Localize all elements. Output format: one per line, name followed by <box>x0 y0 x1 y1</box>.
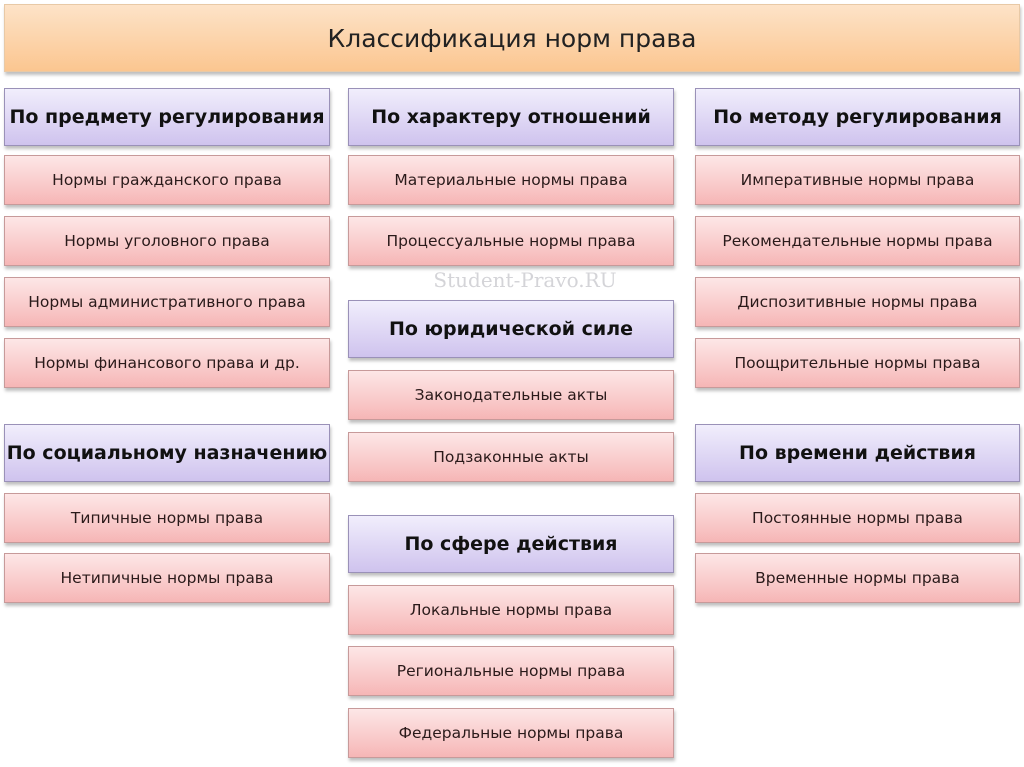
group-header-legal-force: По юридической силе <box>348 300 674 358</box>
group-item: Поощрительные нормы права <box>695 338 1020 388</box>
group-item: Постоянные нормы права <box>695 493 1020 543</box>
group-item: Региональные нормы права <box>348 646 674 696</box>
group-header-sphere: По сфере действия <box>348 515 674 573</box>
group-item: Диспозитивные нормы права <box>695 277 1020 327</box>
group-item: Нормы финансового права и др. <box>4 338 330 388</box>
group-header-subject: По предмету регулирования <box>4 88 330 146</box>
group-item: Материальные нормы права <box>348 155 674 205</box>
group-item: Рекомендательные нормы права <box>695 216 1020 266</box>
diagram-title: Классификация норм права <box>4 4 1020 72</box>
group-item: Федеральные нормы права <box>348 708 674 758</box>
group-item: Императивные нормы права <box>695 155 1020 205</box>
group-item: Процессуальные нормы права <box>348 216 674 266</box>
group-header-relations: По характеру отношений <box>348 88 674 146</box>
group-item: Типичные нормы права <box>4 493 330 543</box>
group-item: Нормы уголовного права <box>4 216 330 266</box>
group-header-method: По методу регулирования <box>695 88 1020 146</box>
group-header-social: По социальному назначению <box>4 424 330 482</box>
group-item: Нетипичные нормы права <box>4 553 330 603</box>
watermark: Student-Pravo.RU <box>433 268 617 292</box>
group-header-time: По времени действия <box>695 424 1020 482</box>
group-item: Подзаконные акты <box>348 432 674 482</box>
group-item: Нормы административного права <box>4 277 330 327</box>
group-item: Временные нормы права <box>695 553 1020 603</box>
group-item: Локальные нормы права <box>348 585 674 635</box>
group-item: Законодательные акты <box>348 370 674 420</box>
group-item: Нормы гражданского права <box>4 155 330 205</box>
